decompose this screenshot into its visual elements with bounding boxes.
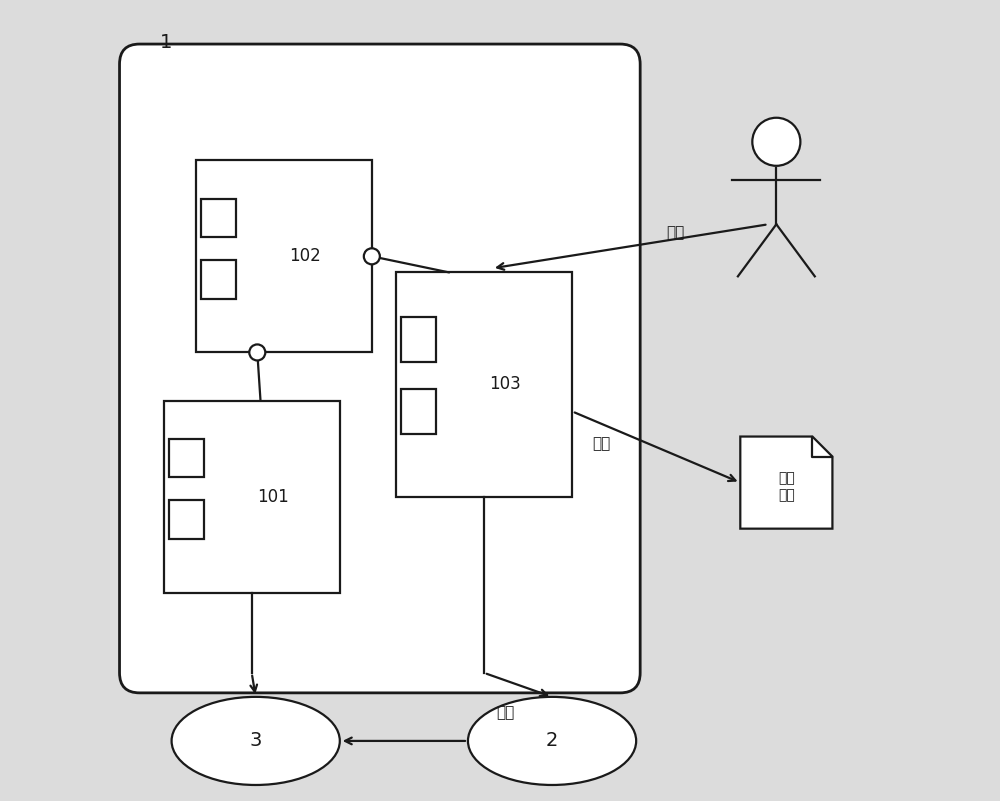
FancyBboxPatch shape <box>396 272 572 497</box>
Ellipse shape <box>172 697 340 785</box>
Circle shape <box>249 344 265 360</box>
Text: 检测
报告: 检测 报告 <box>778 472 795 501</box>
FancyBboxPatch shape <box>201 199 236 237</box>
Text: 103: 103 <box>489 376 521 393</box>
FancyBboxPatch shape <box>169 439 204 477</box>
Text: 102: 102 <box>289 248 321 265</box>
Polygon shape <box>740 437 832 529</box>
Text: 输出: 输出 <box>592 436 610 451</box>
FancyBboxPatch shape <box>401 317 436 362</box>
Text: 3: 3 <box>250 731 262 751</box>
Text: 2: 2 <box>546 731 558 751</box>
FancyBboxPatch shape <box>196 160 372 352</box>
FancyBboxPatch shape <box>169 501 204 539</box>
Text: 控制: 控制 <box>496 706 514 720</box>
FancyBboxPatch shape <box>120 44 640 693</box>
Text: 1: 1 <box>160 33 172 52</box>
Text: 101: 101 <box>257 488 289 505</box>
FancyBboxPatch shape <box>201 260 236 299</box>
Text: 操作: 操作 <box>666 225 684 239</box>
FancyBboxPatch shape <box>401 389 436 434</box>
Circle shape <box>752 118 800 166</box>
Ellipse shape <box>468 697 636 785</box>
Circle shape <box>364 248 380 264</box>
FancyBboxPatch shape <box>164 400 340 593</box>
